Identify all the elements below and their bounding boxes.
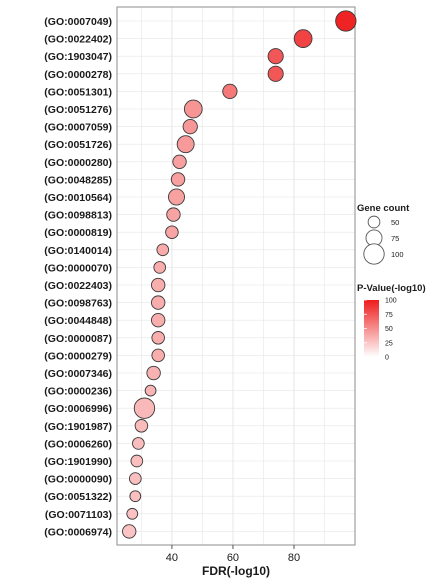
y-tick-label: (GO:0140014) [44,245,112,257]
y-tick-label: (GO:0006974) [44,526,112,538]
plot-panel [117,7,355,545]
data-point [222,83,238,100]
y-tick-label: (GO:0051322) [44,491,112,503]
size-legend-label: 100 [391,250,404,259]
data-point [134,419,149,433]
y-tick-label: (GO:0051276) [44,104,112,116]
x-tick-label: 80 [288,552,300,564]
y-tick-label: (GO:0000280) [44,157,112,169]
size-legend-label: 75 [391,234,399,243]
data-point [168,188,185,206]
data-point [151,331,165,345]
data-point [128,472,142,485]
plot-border [116,6,356,546]
y-tick-label: (GO:0000070) [44,262,112,274]
color-legend-bar [364,300,379,357]
data-point [129,490,142,503]
y-tick-label: (GO:0007346) [44,368,112,380]
y-tick-label: (GO:0098763) [44,298,112,310]
y-tick-label: (GO:0071103) [45,509,112,521]
data-point [267,65,284,82]
data-point [156,243,170,257]
data-point [335,10,357,32]
color-legend-label: 50 [385,326,393,333]
y-tick-label: (GO:0007049) [44,16,112,28]
data-point [182,118,198,135]
data-point [132,437,145,450]
y-tick-label: (GO:0044848) [44,315,112,327]
data-point [166,207,181,222]
color-legend-label: 75 [385,312,393,319]
y-tick-label: (GO:0048285) [44,174,112,186]
data-point [130,454,144,468]
y-tick-label: (GO:0006996) [44,403,112,415]
data-point [165,225,179,239]
y-tick-label: (GO:0000819) [44,227,112,239]
data-point [153,261,167,274]
color-legend-title: P-Value(-log10) [357,283,426,294]
data-point [176,135,195,154]
x-axis-title: FDR(-log10) [202,564,270,578]
y-tick-label: (GO:1901987) [44,421,112,433]
data-point [293,29,313,48]
y-tick-label: (GO:0000236) [44,386,112,398]
data-point [170,172,186,187]
y-tick-label: (GO:0000279) [44,350,112,362]
data-point [183,99,203,119]
x-tick-label: 60 [227,552,239,564]
y-tick-label: (GO:0051726) [44,139,112,151]
data-point [151,277,166,293]
color-legend-label: 100 [385,298,397,305]
y-tick-label: (GO:1901990) [44,456,112,468]
data-point [126,507,139,520]
data-point [267,48,284,65]
y-tick-label: (GO:0098813) [44,210,112,222]
size-legend-label: 50 [391,218,399,227]
color-legend-label: 0 [385,355,389,362]
y-tick-label: (GO:0000278) [44,69,112,81]
size-legend-title: Gene count [357,203,410,214]
data-point [144,384,157,397]
data-point [151,313,166,328]
data-point [122,524,137,539]
y-tick-label: (GO:0000087) [44,333,112,345]
y-tick-label: (GO:0006260) [44,438,112,450]
color-legend-label: 25 [385,340,393,347]
data-point [151,295,166,310]
x-tick-label: 40 [166,552,178,564]
data-point [151,348,165,363]
y-tick-label: (GO:0000090) [44,474,112,486]
data-point [172,154,187,169]
size-legend-marker [367,215,381,229]
y-tick-label: (GO:0007059) [44,122,112,134]
y-tick-label: (GO:1903047) [44,51,112,63]
y-tick-label: (GO:0051301) [44,86,112,98]
data-point [146,365,161,381]
y-tick-label: (GO:0022402) [44,34,112,46]
data-point [133,397,156,419]
y-tick-label: (GO:0010564) [44,192,112,204]
y-tick-label: (GO:0022403) [44,280,112,292]
size-legend-marker [363,243,385,265]
